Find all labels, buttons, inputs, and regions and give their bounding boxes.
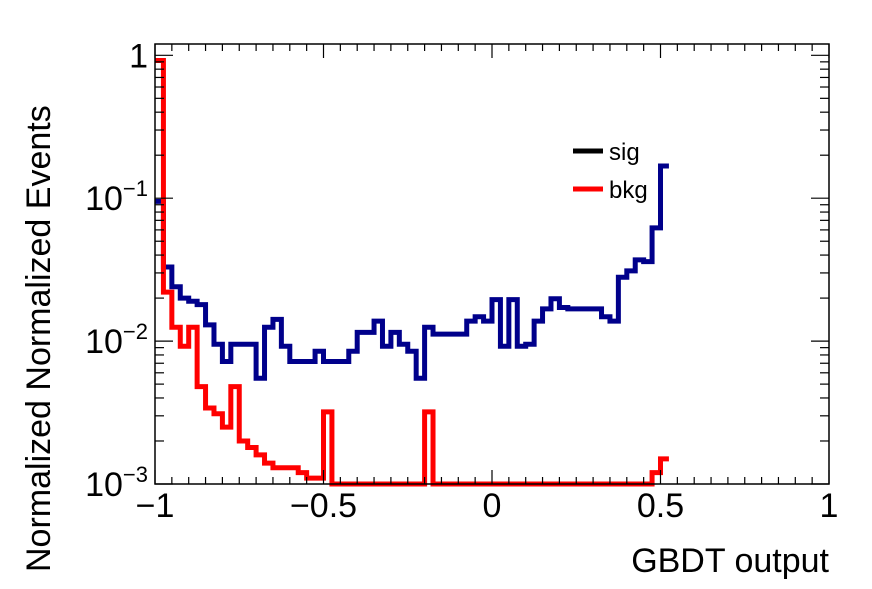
- y-tick-label: 1: [129, 37, 148, 75]
- series-bkg-line: [155, 57, 669, 487]
- x-tick-label: −1: [136, 487, 175, 525]
- x-tick-labels: −1 −0.5 0 0.5 1: [136, 487, 839, 525]
- x-tick-label: 0.5: [637, 487, 684, 525]
- y-axis-title: Normalized Normalized Events: [20, 105, 58, 572]
- series-sig-line: [155, 163, 669, 381]
- plot-frame: [154, 43, 830, 485]
- y-tick-label: 10−1: [85, 176, 148, 218]
- y-tick-labels: 1 10−1 10−2 10−3: [85, 37, 148, 504]
- x-tick-label: 0: [483, 487, 502, 525]
- y-tick-label: 10−3: [85, 462, 148, 504]
- x-tick-label: 1: [820, 487, 839, 525]
- x-axis-title: GBDT output: [631, 542, 829, 580]
- legend: sig bkg: [573, 139, 648, 204]
- y-tick-label: 10−2: [85, 319, 148, 361]
- series-layer: [155, 57, 669, 487]
- legend-label-bkg: bkg: [609, 177, 648, 204]
- axis-ticks: [154, 44, 830, 485]
- x-tick-label: −0.5: [290, 487, 357, 525]
- legend-label-sig: sig: [609, 139, 640, 166]
